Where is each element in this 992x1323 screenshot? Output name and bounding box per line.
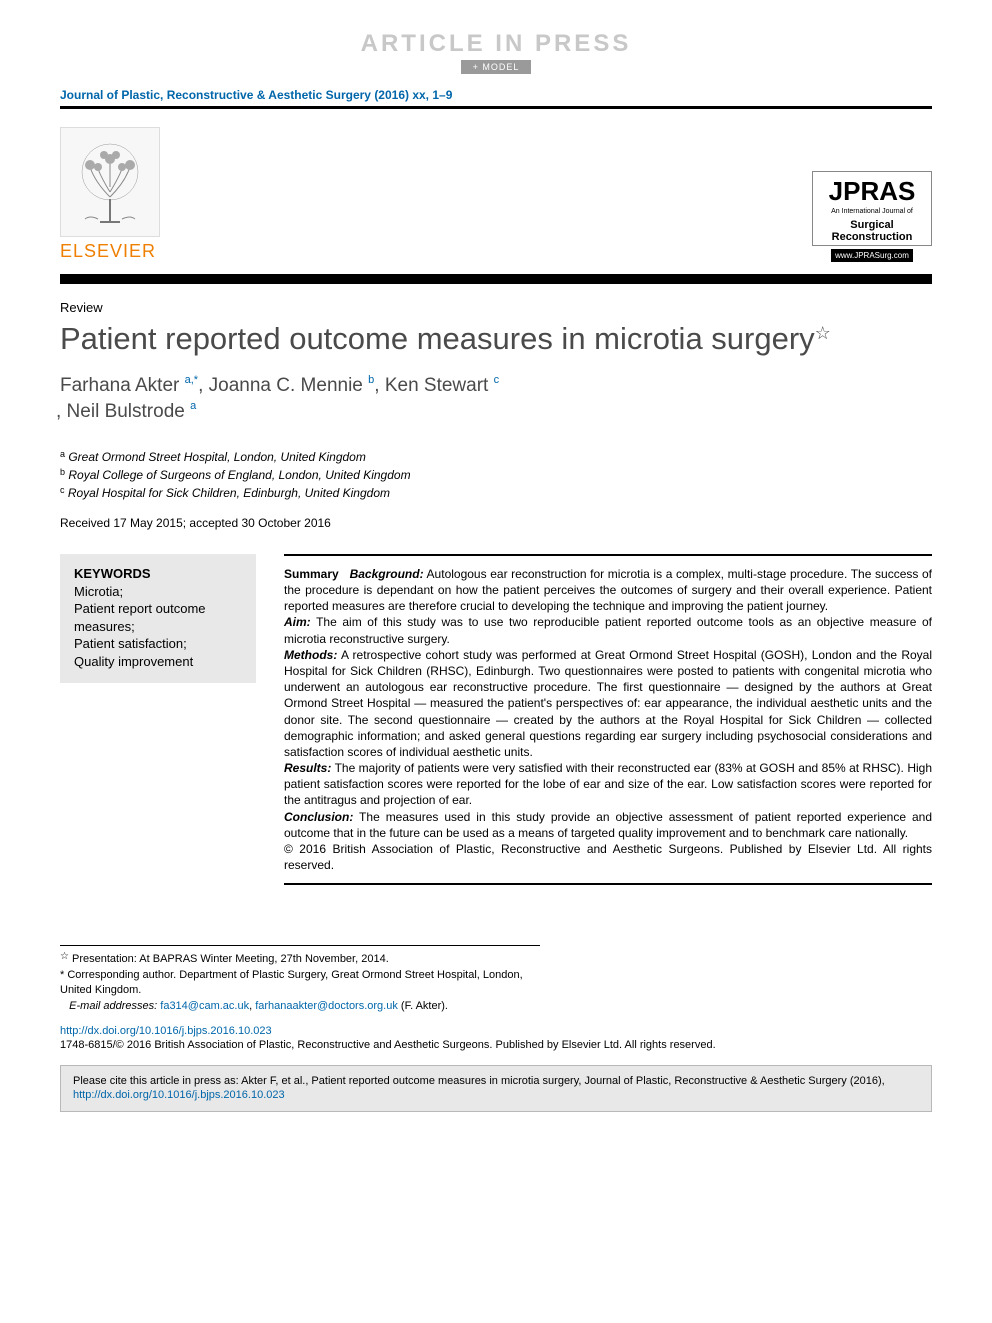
keyword-2: Patient report outcome measures; [74, 600, 242, 635]
citation-box: Please cite this article in press as: Ak… [60, 1065, 932, 1113]
footnote-presentation: ☆ Presentation: At BAPRAS Winter Meeting… [60, 952, 540, 967]
abstract-aim: Aim: The aim of this study was to use tw… [284, 614, 932, 646]
email-label: E-mail addresses: [69, 1000, 160, 1012]
footnote-email: E-mail addresses: fa314@cam.ac.uk, farha… [60, 999, 540, 1014]
abstract-methods: Methods: A retrospective cohort study wa… [284, 647, 932, 760]
title-footnote-star-icon: ☆ [815, 323, 831, 343]
author-3: , Ken Stewart c [374, 375, 499, 396]
abstract-copyright: © 2016 British Association of Plastic, R… [284, 841, 932, 873]
doi-link[interactable]: http://dx.doi.org/10.1016/j.bjps.2016.10… [60, 1025, 272, 1037]
star-icon: ☆ [60, 951, 69, 962]
author-2: , Joanna C. Mennie b [198, 375, 374, 396]
jpras-surgical: Surgical Reconstruction [819, 219, 925, 243]
keyword-1: Microtia; [74, 583, 242, 601]
elsevier-logo: ELSEVIER [60, 127, 170, 262]
citation-text: Please cite this article in press as: Ak… [73, 1075, 885, 1087]
jpras-url[interactable]: www.JPRASurg.com [831, 249, 913, 262]
abstract-background: Summary Background: Autologous ear recon… [284, 566, 932, 615]
authors-block: Farhana Akter a,*, Joanna C. Mennie b, K… [60, 373, 932, 426]
footnotes-block: ☆ Presentation: At BAPRAS Winter Meeting… [60, 945, 540, 1014]
dates-line: Received 17 May 2015; accepted 30 Octobe… [60, 516, 932, 530]
keyword-4: Quality improvement [74, 653, 242, 671]
footnote-corresponding: * Corresponding author. Department of Pl… [60, 968, 540, 999]
abstract-column: Summary Background: Autologous ear recon… [284, 554, 932, 886]
keywords-box: KEYWORDS Microtia; Patient report outcom… [60, 554, 256, 683]
keyword-3: Patient satisfaction; [74, 635, 242, 653]
black-bar [60, 274, 932, 284]
affiliation-a: a Great Ormond Street Hospital, London, … [60, 448, 932, 466]
author-1: Farhana Akter a,* [60, 375, 198, 396]
jpras-logo: JPRAS An International Journal of Surgic… [812, 171, 932, 262]
email-link-1[interactable]: fa314@cam.ac.uk [160, 1000, 249, 1012]
abstract-body: Summary Background: Autologous ear recon… [284, 566, 932, 874]
article-title: Patient reported outcome measures in mic… [60, 321, 932, 357]
abstract-top-rule [284, 554, 932, 556]
two-column-region: KEYWORDS Microtia; Patient report outcom… [60, 554, 932, 886]
affiliation-b: b Royal College of Surgeons of England, … [60, 466, 932, 484]
citation-doi-link[interactable]: http://dx.doi.org/10.1016/j.bjps.2016.10… [73, 1089, 285, 1101]
article-in-press-watermark: ARTICLE IN PRESS [60, 30, 932, 58]
title-text: Patient reported outcome measures in mic… [60, 321, 815, 356]
email-link-2[interactable]: farhanaakter@doctors.org.uk [255, 1000, 398, 1012]
doi-block: http://dx.doi.org/10.1016/j.bjps.2016.10… [60, 1024, 932, 1053]
elsevier-tree-icon [60, 127, 160, 237]
model-badge: + MODEL [461, 60, 532, 74]
article-type: Review [60, 300, 932, 315]
journal-reference: Journal of Plastic, Reconstructive & Aes… [60, 88, 932, 102]
summary-label: Summary [284, 567, 339, 581]
affiliations-block: a Great Ormond Street Hospital, London, … [60, 448, 932, 502]
issn-line: 1748-6815/© 2016 British Association of … [60, 1038, 932, 1052]
jpras-subtitle: An International Journal of [819, 208, 925, 216]
abstract-bottom-rule [284, 883, 932, 885]
abstract-conclusion: Conclusion: The measures used in this st… [284, 809, 932, 841]
keywords-heading: KEYWORDS [74, 566, 242, 581]
tree-svg [70, 137, 150, 227]
model-badge-wrap: + MODEL [60, 58, 932, 82]
affiliation-c: c Royal Hospital for Sick Children, Edin… [60, 484, 932, 502]
page-root: ARTICLE IN PRESS + MODEL Journal of Plas… [0, 0, 992, 1132]
elsevier-wordmark: ELSEVIER [60, 241, 170, 262]
jpras-title: JPRAS [819, 176, 925, 207]
header-row: ELSEVIER JPRAS An International Journal … [60, 109, 932, 274]
author-4: , Neil Bulstrode a [60, 401, 196, 422]
abstract-results: Results: The majority of patients were v… [284, 760, 932, 809]
